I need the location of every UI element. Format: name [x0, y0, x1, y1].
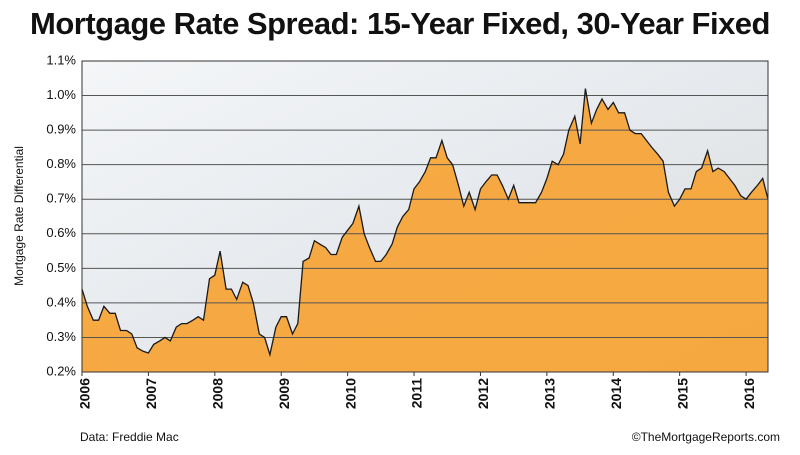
x-tick-label: 2006	[77, 378, 93, 409]
y-tick-label: 0.4%	[46, 294, 76, 309]
x-tick-label: 2010	[342, 378, 358, 409]
line	[81, 88, 769, 358]
y-tick-label: 0.8%	[46, 156, 76, 171]
y-tick-label: 1.0%	[46, 87, 76, 102]
x-tick-label: 2015	[674, 378, 690, 409]
y-tick-label: 1.1%	[46, 52, 76, 67]
source-note: Data: Freddie Mac	[80, 430, 179, 444]
x-tick-label: 2011	[409, 378, 425, 409]
x-tick-label: 2014	[608, 378, 624, 409]
x-tick-label: 2012	[475, 378, 491, 409]
x-tick-label: 2009	[276, 378, 292, 409]
credit-note: ©TheMortgageReports.com	[632, 430, 780, 444]
y-tick-label: 0.9%	[46, 122, 76, 137]
y-tick-label: 0.3%	[46, 329, 76, 344]
y-tick-label: 0.7%	[46, 191, 76, 206]
y-tick-label: 0.6%	[46, 225, 76, 240]
x-tick-label: 2008	[210, 378, 226, 409]
chart-title: Mortgage Rate Spread: 15-Year Fixed, 30-…	[30, 6, 770, 41]
y-tick-label: 0.5%	[46, 260, 76, 275]
x-tick-label: 2016	[741, 378, 757, 409]
x-tick-label: 2013	[542, 378, 558, 409]
plot-border	[81, 60, 769, 373]
y-axis-label: Mortgage Rate Differential	[12, 146, 26, 286]
x-tick-label: 2007	[143, 378, 159, 409]
y-tick-label: 0.2%	[46, 363, 76, 378]
area	[82, 88, 768, 372]
